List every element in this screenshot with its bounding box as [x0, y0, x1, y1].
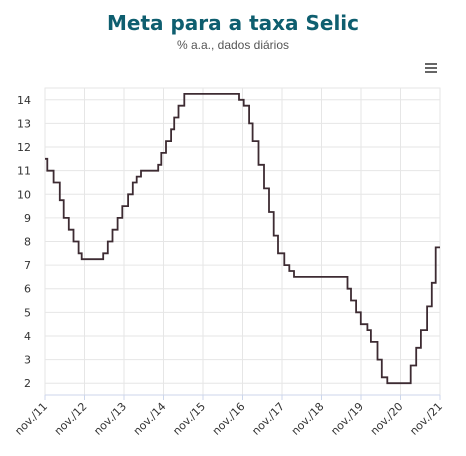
x-tick-label: nov./17: [249, 400, 287, 438]
x-tick-label: nov./18: [289, 400, 327, 438]
x-tick-label: nov./11: [12, 400, 50, 438]
y-tick-label: 2: [24, 377, 31, 390]
y-tick-label: 5: [24, 306, 31, 319]
grid-layer: [45, 88, 440, 395]
y-tick-label: 3: [24, 354, 31, 367]
x-tick-label: nov./15: [170, 400, 208, 438]
x-tick-label: nov./20: [368, 400, 406, 438]
x-tick-label: nov./14: [131, 400, 169, 438]
x-tick-label: nov./21: [407, 400, 445, 438]
y-tick-label: 14: [17, 94, 31, 107]
y-tick-label: 10: [17, 188, 31, 201]
x-tick-label: nov./12: [52, 400, 90, 438]
x-tick-label: nov./19: [328, 400, 366, 438]
y-tick-label: 4: [24, 330, 31, 343]
x-tick-label: nov./13: [91, 400, 129, 438]
y-tick-label: 13: [17, 117, 31, 130]
y-tick-label: 11: [17, 165, 31, 178]
x-tick-label: nov./16: [210, 400, 248, 438]
y-tick-label: 8: [24, 236, 31, 249]
y-tick-label: 9: [24, 212, 31, 225]
y-tick-label: 7: [24, 259, 31, 272]
y-tick-label: 12: [17, 141, 31, 154]
axis-layer: [45, 395, 440, 400]
y-tick-label: 6: [24, 283, 31, 296]
